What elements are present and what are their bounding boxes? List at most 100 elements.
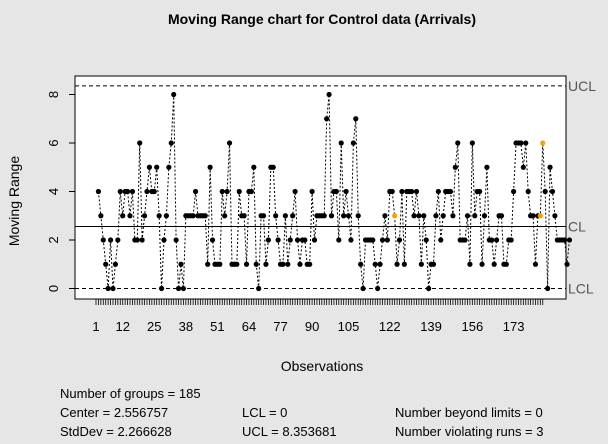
data-point xyxy=(547,164,553,170)
data-point xyxy=(241,213,247,219)
data-point xyxy=(370,237,376,243)
x-tick-label: 173 xyxy=(503,319,525,334)
data-point xyxy=(338,140,344,146)
data-point xyxy=(124,188,131,195)
data-point xyxy=(202,213,208,219)
data-point xyxy=(171,91,177,98)
chart-title: Moving Range chart for Control data (Arr… xyxy=(168,11,476,27)
limit-label-lcl: LCL xyxy=(568,281,594,297)
data-point xyxy=(379,237,386,243)
y-tick-label: 2 xyxy=(46,236,61,243)
data-point xyxy=(523,140,529,146)
stat-beyond-limits: Number beyond limits = 0 xyxy=(395,405,543,420)
x-tick-label: 25 xyxy=(147,319,161,334)
data-point xyxy=(280,261,286,267)
data-point xyxy=(518,140,524,146)
data-point xyxy=(377,261,383,267)
data-point xyxy=(421,213,427,219)
data-point xyxy=(328,213,335,219)
data-point xyxy=(333,188,339,195)
data-point xyxy=(489,237,495,243)
data-point xyxy=(309,188,315,195)
x-tick-label: 139 xyxy=(420,319,442,334)
data-point xyxy=(491,261,497,267)
data-point xyxy=(302,237,308,243)
data-point-highlight xyxy=(540,140,546,146)
limit-label-cl: CL xyxy=(568,218,586,234)
data-point xyxy=(287,237,293,243)
data-point xyxy=(455,140,461,146)
data-point xyxy=(360,285,366,292)
data-point xyxy=(219,188,225,195)
data-point xyxy=(477,188,483,195)
y-axis-label: Moving Range xyxy=(6,156,22,246)
data-point xyxy=(173,237,179,243)
data-point xyxy=(307,261,313,267)
stat-lcl: LCL = 0 xyxy=(242,405,288,420)
data-point xyxy=(413,188,420,195)
x-tick-label: 1 xyxy=(92,319,99,334)
data-point xyxy=(273,213,279,219)
data-point xyxy=(350,140,356,146)
data-point xyxy=(178,261,184,267)
data-point xyxy=(260,213,267,219)
data-point xyxy=(294,237,301,243)
data-point xyxy=(411,213,417,219)
data-point xyxy=(498,213,505,219)
data-point xyxy=(372,261,378,267)
data-point xyxy=(156,213,162,219)
stat-center: Center = 2.556757 xyxy=(60,405,169,420)
data-point xyxy=(382,213,388,219)
data-point xyxy=(430,261,437,267)
data-point xyxy=(180,285,187,292)
data-point xyxy=(508,237,514,243)
data-point xyxy=(144,188,150,195)
data-point xyxy=(394,261,400,267)
x-tick-label: 90 xyxy=(305,319,319,334)
data-point xyxy=(530,213,536,219)
data-point xyxy=(353,116,359,122)
data-point xyxy=(520,164,526,170)
data-point xyxy=(205,261,211,267)
y-tick-label: 8 xyxy=(46,91,61,98)
x-tick-label: 64 xyxy=(242,319,256,334)
data-point xyxy=(297,261,303,267)
plot-area xyxy=(74,75,567,300)
data-point xyxy=(435,188,441,195)
data-point xyxy=(236,188,242,195)
data-point xyxy=(564,261,570,267)
data-point xyxy=(95,188,102,195)
data-point xyxy=(253,261,259,267)
data-point xyxy=(115,237,121,243)
data-point xyxy=(321,213,327,219)
data-point xyxy=(566,237,573,243)
data-point xyxy=(494,237,500,243)
data-point xyxy=(103,261,109,267)
data-point xyxy=(112,261,119,267)
data-point xyxy=(355,213,361,219)
data-point xyxy=(481,213,488,219)
data-point xyxy=(222,213,228,219)
data-point xyxy=(484,164,490,170)
data-point xyxy=(562,237,568,243)
data-point xyxy=(409,188,415,195)
data-point xyxy=(552,213,558,219)
data-point xyxy=(345,213,352,219)
data-point xyxy=(256,285,262,292)
data-point xyxy=(248,188,254,195)
data-point xyxy=(336,237,342,243)
limit-label-ucl: UCL xyxy=(568,78,596,94)
data-point xyxy=(270,164,276,170)
data-point xyxy=(265,237,271,243)
data-point xyxy=(226,140,233,146)
data-point xyxy=(120,213,126,219)
data-point xyxy=(396,237,403,243)
x-tick-label: 38 xyxy=(179,319,193,334)
data-point xyxy=(209,237,216,243)
data-point xyxy=(348,237,354,243)
data-point xyxy=(234,261,240,267)
data-point xyxy=(389,188,395,195)
data-point xyxy=(511,188,517,195)
data-point-highlight xyxy=(392,213,398,219)
